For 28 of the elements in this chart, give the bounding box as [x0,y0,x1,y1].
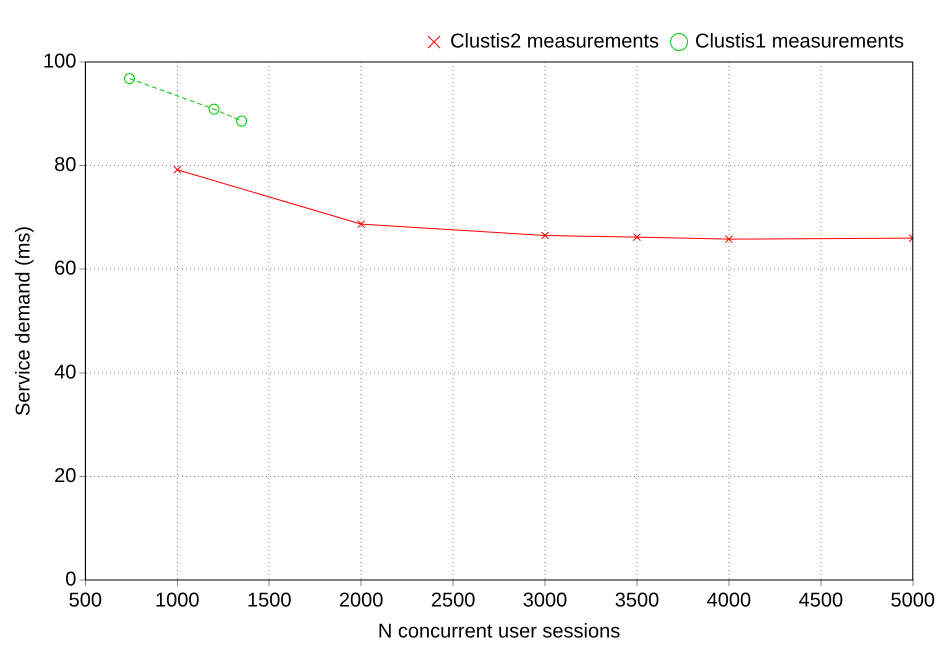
y-tick-label: 0 [65,568,76,591]
x-tick-label: 1500 [246,590,292,612]
x-tick-label: 4000 [706,590,752,612]
point [632,233,641,242]
x-tick-label: 5000 [890,590,936,612]
y-axis-title: Service demand (ms) [12,226,35,416]
x-tick-label: 4500 [798,590,844,612]
legend-label: Clustis2 measurements [450,30,660,53]
x-axis-title: N concurrent user sessions [378,620,620,643]
y-tick-label: 60 [54,258,76,280]
x-tick-label: 1000 [155,590,200,612]
x-tick-label: 3000 [522,590,568,612]
point [208,104,220,115]
x-tick-label: 2500 [430,590,476,612]
y-tick-label: 20 [54,464,76,487]
x-tick-label: 2000 [338,590,384,612]
x-tick-label: 500 [68,590,102,612]
legend-label: Clustis1 measurements [695,30,904,53]
y-tick-label: 40 [54,361,76,384]
point [124,73,135,84]
point [357,220,366,228]
point [173,166,182,174]
point [236,116,248,127]
y-tick-label: 100 [42,50,76,73]
point [724,235,733,244]
point [540,231,550,240]
y-tick-label: 80 [54,154,76,176]
x-tick-label: 3500 [614,590,660,612]
